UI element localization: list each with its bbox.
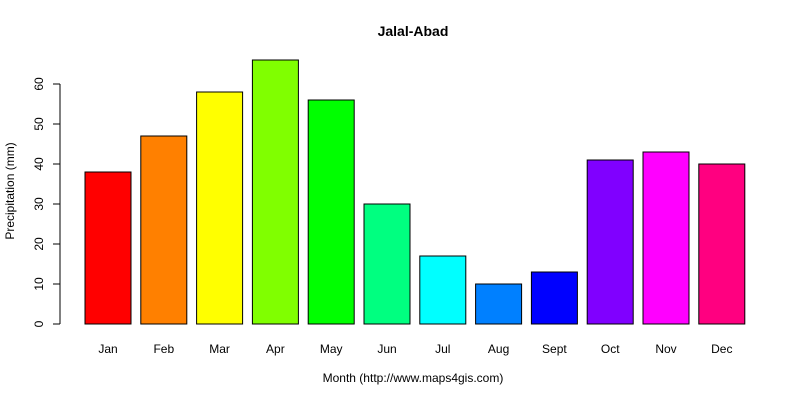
bar-mar — [196, 91, 244, 325]
x-tick-label: Dec — [711, 342, 732, 356]
y-tick-label: 50 — [32, 117, 46, 131]
y-tick-label: 40 — [32, 157, 46, 171]
bar-dec — [698, 163, 746, 325]
x-tick-label: Nov — [655, 342, 676, 356]
y-tick-label: 30 — [32, 197, 46, 211]
x-axis-label: Month (http://www.maps4gis.com) — [323, 371, 504, 385]
x-labels-group: Jan Feb Mar Apr May Jun Jul Aug Sept Oct Nov Dec — [98, 342, 732, 356]
bar-nov — [642, 151, 690, 325]
x-tick-label: May — [320, 342, 343, 356]
y-tick-label: 60 — [32, 77, 46, 91]
bar-sept — [530, 271, 578, 325]
bar-may — [307, 99, 355, 325]
y-axis-label: Precipitation (mm) — [3, 142, 17, 239]
y-ticks-group: 0 10 20 30 40 50 60 — [32, 77, 60, 327]
bar-jul — [419, 255, 467, 325]
chart-title: Jalal-Abad — [378, 23, 449, 39]
y-tick-label: 0 — [32, 320, 46, 327]
x-tick-label: Apr — [266, 342, 285, 356]
bar-aug — [475, 283, 523, 325]
x-tick-label: Oct — [601, 342, 620, 356]
y-tick-label: 20 — [32, 237, 46, 251]
x-tick-label: Jul — [435, 342, 450, 356]
bar-apr — [251, 59, 299, 325]
x-tick-label: Jun — [377, 342, 396, 356]
x-tick-label: Sept — [542, 342, 567, 356]
x-tick-label: Aug — [488, 342, 509, 356]
x-tick-label: Feb — [153, 342, 174, 356]
y-tick-label: 10 — [32, 277, 46, 291]
bar-jan — [84, 171, 132, 325]
x-tick-label: Mar — [209, 342, 230, 356]
bar-feb — [140, 135, 188, 325]
bars-group — [84, 59, 746, 325]
bar-jun — [363, 203, 411, 325]
bar-oct — [586, 159, 634, 325]
x-tick-label: Jan — [98, 342, 117, 356]
